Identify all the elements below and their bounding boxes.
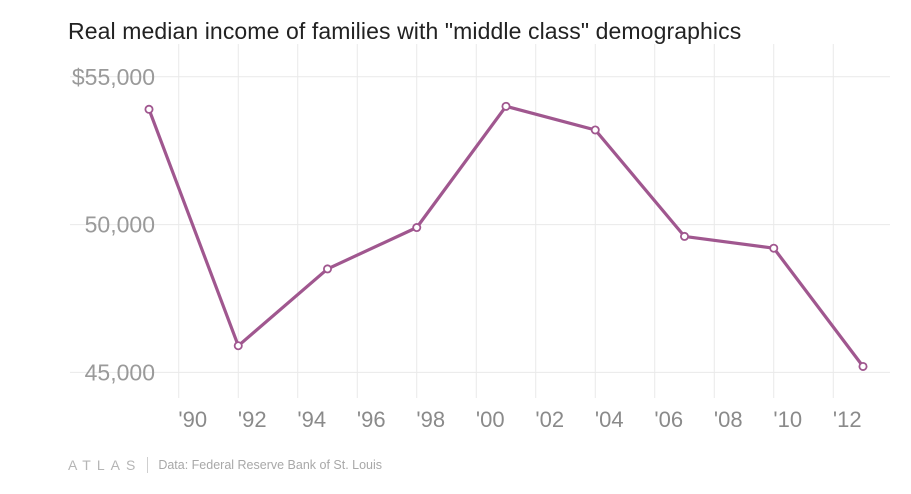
x-axis: '90 '92 '94 '96 '98 '00 '02 '04 '06 '08 '10 '12: [178, 407, 861, 432]
y-tick-label: 45,000: [85, 359, 155, 385]
source-note: Data: Federal Reserve Bank of St. Louis: [158, 458, 383, 472]
series-layer: [144, 101, 868, 371]
grid-lines: [70, 44, 890, 398]
x-tick-label: '90: [178, 407, 207, 432]
x-tick-label: '12: [833, 407, 862, 432]
data-point: [680, 231, 690, 241]
footer-divider: [147, 457, 149, 473]
data-point: [144, 104, 154, 114]
series-line: [147, 104, 865, 368]
x-tick-label: '04: [595, 407, 624, 432]
x-tick-label: '94: [297, 407, 326, 432]
data-point: [590, 125, 600, 135]
x-tick-label: '02: [535, 407, 564, 432]
data-point: [412, 223, 422, 233]
y-tick-label: 50,000: [85, 212, 155, 238]
data-point: [501, 101, 511, 111]
y-tick-label: $55,000: [72, 64, 155, 90]
x-tick-label: '10: [773, 407, 802, 432]
footer: ATLAS Data: Federal Reserve Bank of St. …: [68, 457, 382, 473]
data-point: [233, 341, 243, 351]
data-point: [322, 264, 332, 274]
data-point: [769, 243, 779, 253]
x-tick-label: '00: [476, 407, 505, 432]
chart-title: Real median income of families with "mid…: [68, 18, 742, 44]
x-tick-label: '06: [654, 407, 683, 432]
data-point: [858, 361, 868, 371]
x-tick-label: '96: [357, 407, 386, 432]
atlas-logo: ATLAS: [68, 457, 142, 473]
x-tick-label: '08: [714, 407, 743, 432]
y-axis: $55,000 50,000 45,000: [72, 64, 155, 386]
x-tick-label: '92: [238, 407, 267, 432]
x-tick-label: '98: [416, 407, 445, 432]
